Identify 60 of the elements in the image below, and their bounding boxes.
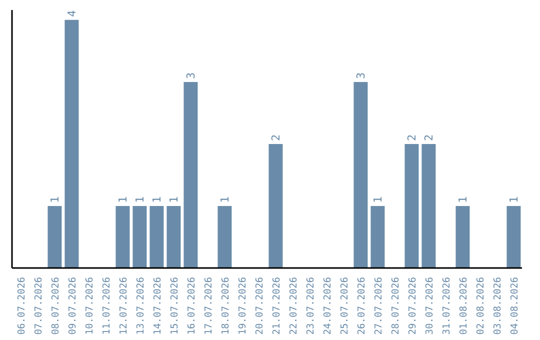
bar [422,144,436,268]
x-tick-label: 07.07.2026 [34,276,44,335]
bar [184,82,198,268]
x-tick-label: 21.07.2026 [272,276,282,335]
x-tick-label: 04.08.2026 [510,276,520,335]
data-label: 4 [66,10,79,17]
data-label: 3 [184,72,198,79]
x-tick-label: 28.07.2026 [390,276,402,335]
x-tick-label: 20.07.2026 [254,276,266,335]
x-tick-label: 08.07.2026 [50,276,62,335]
data-label: 2 [422,134,436,141]
bar [354,82,368,268]
data-label: 1 [116,196,130,203]
x-tick-label: 17.07.2026 [204,276,214,335]
x-tick-label: 23.07.2026 [306,276,316,335]
data-label: 1 [456,196,470,203]
x-tick-label: 03.08.2026 [492,276,504,335]
x-tick-label: 27.07.2026 [374,276,384,335]
x-tick-label: 09.07.2026 [68,276,78,335]
data-label: 3 [354,72,368,79]
data-label: 1 [150,196,164,203]
x-tick-label: 13.07.2026 [136,276,146,335]
data-label: 1 [218,196,232,203]
x-tick-label: 19.07.2026 [238,276,248,335]
x-tick-label: 31.07.2026 [442,276,452,335]
x-tick-label: 02.08.2026 [476,276,486,335]
bar [48,206,62,268]
x-tick-label: 22.07.2026 [288,276,300,335]
bar [150,206,164,268]
x-tick-label: 25.07.2026 [340,276,350,335]
data-label: 1 [168,196,181,203]
x-tick-label: 30.07.2026 [424,276,436,335]
data-label: 1 [134,196,147,203]
x-tick-label: 26.07.2026 [356,276,368,335]
bar [370,206,385,268]
bar [64,20,79,268]
x-tick-label: 24.07.2026 [322,276,334,335]
x-tick-label: 29.07.2026 [408,276,418,335]
data-label: 1 [372,196,385,203]
x-tick-label: 18.07.2026 [220,276,232,335]
data-label: 2 [406,134,419,141]
bar [166,206,181,268]
bar [116,206,130,268]
x-tick-label: 06.07.2026 [16,276,28,335]
bar [404,144,419,268]
bar [132,206,147,268]
data-label: 2 [270,134,283,141]
x-tick-label: 16.07.2026 [186,276,198,335]
x-tick-label: 14.07.2026 [152,276,164,335]
data-label: 1 [508,196,521,203]
x-tick-label: 11.07.2026 [102,276,112,335]
x-tick-label: 10.07.2026 [84,276,96,335]
bar [506,206,521,268]
x-tick-label: 12.07.2026 [118,276,130,335]
bar [268,144,283,268]
data-label: 1 [48,196,62,203]
x-tick-label: 01.08.2026 [458,276,470,335]
x-tick-label: 15.07.2026 [170,276,180,335]
bar [218,206,232,268]
bar [456,206,470,268]
